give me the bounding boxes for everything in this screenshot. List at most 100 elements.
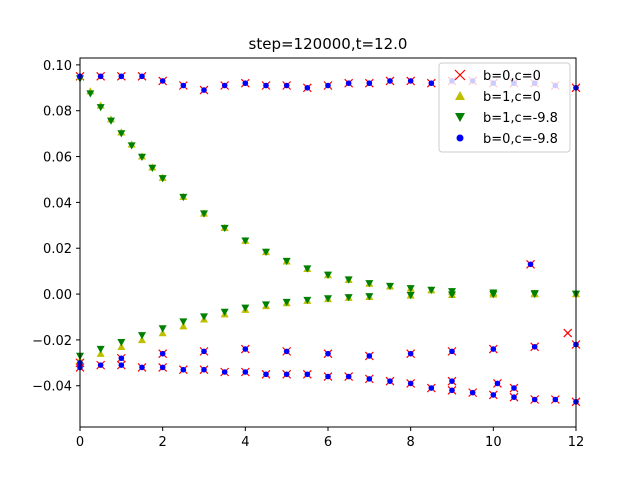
legend-marker [454, 69, 466, 81]
data-point [407, 78, 414, 84]
data-point [427, 286, 436, 294]
legend-entry: b=1,c=0 [455, 90, 541, 105]
data-point [117, 130, 126, 138]
data-point [407, 380, 414, 387]
data-point [138, 335, 146, 344]
y-tick-label: 0.08 [43, 105, 72, 120]
data-point [221, 369, 228, 375]
data-point [386, 282, 394, 291]
data-point [159, 78, 166, 84]
data-point [490, 346, 497, 352]
data-point [511, 394, 517, 401]
y-tick-label: 0.04 [43, 196, 72, 211]
data-point [428, 385, 435, 391]
legend-label: b=1,c=-9.8 [483, 111, 558, 126]
data-point [304, 371, 311, 378]
data-point [200, 210, 208, 218]
data-point [220, 224, 229, 233]
data-point [139, 73, 145, 80]
data-point [490, 392, 497, 398]
data-point [283, 348, 290, 355]
series-b-1-c-9-8 [76, 75, 580, 360]
data-point [324, 295, 332, 303]
data-point [242, 346, 249, 352]
data-point [180, 366, 187, 373]
data-point [179, 318, 188, 326]
data-point [86, 90, 95, 98]
data-point [96, 345, 105, 354]
data-point [387, 378, 393, 384]
x-tick-label: 0 [76, 435, 84, 450]
data-point [262, 248, 270, 256]
data-point [263, 82, 269, 89]
data-point [366, 376, 373, 382]
plot-area [75, 71, 581, 407]
x-tick-label: 6 [324, 435, 332, 450]
data-point [159, 350, 166, 357]
data-point [303, 296, 312, 305]
data-point [511, 385, 517, 391]
data-point [552, 396, 559, 403]
legend-entry: b=1,c=-9.8 [455, 111, 558, 126]
legend-entry: b=0,c=-9.8 [456, 132, 558, 147]
data-point [139, 364, 145, 371]
series-b-0-c-9-8 [77, 73, 579, 405]
data-point [200, 313, 208, 321]
data-point [304, 84, 311, 91]
data-point [118, 355, 125, 362]
legend-box [438, 62, 571, 153]
legend: b=0,c=0 b=1,c=0 b=1,c=-9.8 b=0,c=-9.8 [438, 62, 571, 153]
y-tick-label: −0.02 [32, 334, 72, 349]
data-point [344, 276, 353, 284]
data-point [262, 301, 270, 309]
legend-label: b=0,c=-9.8 [483, 132, 558, 147]
data-point [179, 322, 188, 330]
legend-label: b=0,c=0 [483, 69, 541, 84]
x-tick-label: 12 [568, 435, 585, 450]
data-point [242, 369, 249, 375]
data-point [530, 290, 539, 299]
data-point [406, 292, 415, 300]
x-tick-label: 8 [407, 435, 415, 450]
plot-frame [79, 57, 577, 428]
legend-entry: b=0,c=0 [454, 69, 541, 84]
y-axis: −0.04 −0.02 0.00 0.02 0.04 0.06 0.08 0.10 [32, 59, 80, 395]
y-tick-label: −0.04 [32, 380, 72, 395]
data-point [406, 285, 415, 293]
data-point [469, 389, 476, 396]
data-point [158, 175, 167, 183]
y-tick-label: 0.06 [43, 151, 72, 166]
data-point [159, 364, 166, 371]
data-point [563, 328, 573, 338]
legend-label: b=1,c=0 [483, 90, 541, 105]
legend-marker [455, 91, 465, 100]
data-point [220, 308, 229, 316]
data-point [138, 153, 146, 162]
data-point [241, 237, 250, 245]
data-point [325, 350, 331, 357]
data-point [407, 350, 414, 357]
data-point [531, 343, 538, 350]
data-point [201, 366, 207, 373]
data-point [366, 80, 373, 87]
data-point [489, 291, 498, 299]
data-point [242, 80, 249, 87]
data-point [241, 304, 250, 312]
data-point [283, 371, 290, 378]
data-point [345, 80, 352, 87]
x-tick-label: 4 [241, 435, 249, 450]
x-tick-label: 2 [159, 435, 167, 450]
data-point [282, 298, 291, 307]
data-point [448, 291, 456, 299]
data-point [127, 142, 136, 150]
data-point [325, 82, 331, 89]
x-tick-label: 10 [485, 435, 502, 450]
x-axis: 0 2 4 6 8 10 12 [76, 427, 584, 450]
data-point [158, 329, 167, 337]
data-point [96, 349, 105, 357]
data-point [449, 348, 455, 355]
data-point [118, 362, 125, 368]
legend-marker [456, 134, 464, 142]
data-point [345, 373, 352, 380]
